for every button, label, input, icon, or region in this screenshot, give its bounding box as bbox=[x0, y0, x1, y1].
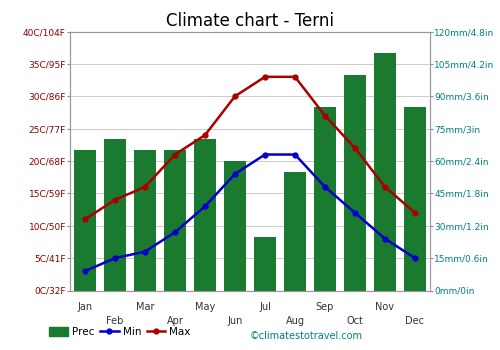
Bar bbox=[404, 107, 426, 290]
Bar bbox=[74, 150, 96, 290]
Bar bbox=[314, 107, 336, 290]
Title: Climate chart - Terni: Climate chart - Terni bbox=[166, 12, 334, 30]
Legend: Prec, Min, Max: Prec, Min, Max bbox=[45, 323, 195, 341]
Bar bbox=[284, 172, 306, 290]
Text: Jul: Jul bbox=[259, 302, 271, 312]
Bar bbox=[194, 139, 216, 290]
Text: Aug: Aug bbox=[286, 315, 304, 326]
Bar bbox=[254, 237, 276, 290]
Bar bbox=[134, 150, 156, 290]
Text: Apr: Apr bbox=[166, 315, 184, 326]
Bar bbox=[164, 150, 186, 290]
Text: Nov: Nov bbox=[376, 302, 394, 312]
Text: Feb: Feb bbox=[106, 315, 124, 326]
Text: Jun: Jun bbox=[228, 315, 242, 326]
Text: ©climatestotravel.com: ©climatestotravel.com bbox=[250, 331, 363, 341]
Text: Sep: Sep bbox=[316, 302, 334, 312]
Text: Dec: Dec bbox=[406, 315, 424, 326]
Text: Oct: Oct bbox=[346, 315, 364, 326]
Text: Mar: Mar bbox=[136, 302, 154, 312]
Text: Jan: Jan bbox=[78, 302, 92, 312]
Bar bbox=[104, 139, 126, 290]
Bar bbox=[224, 161, 246, 290]
Bar bbox=[344, 75, 366, 290]
Text: May: May bbox=[195, 302, 215, 312]
Bar bbox=[374, 53, 396, 290]
